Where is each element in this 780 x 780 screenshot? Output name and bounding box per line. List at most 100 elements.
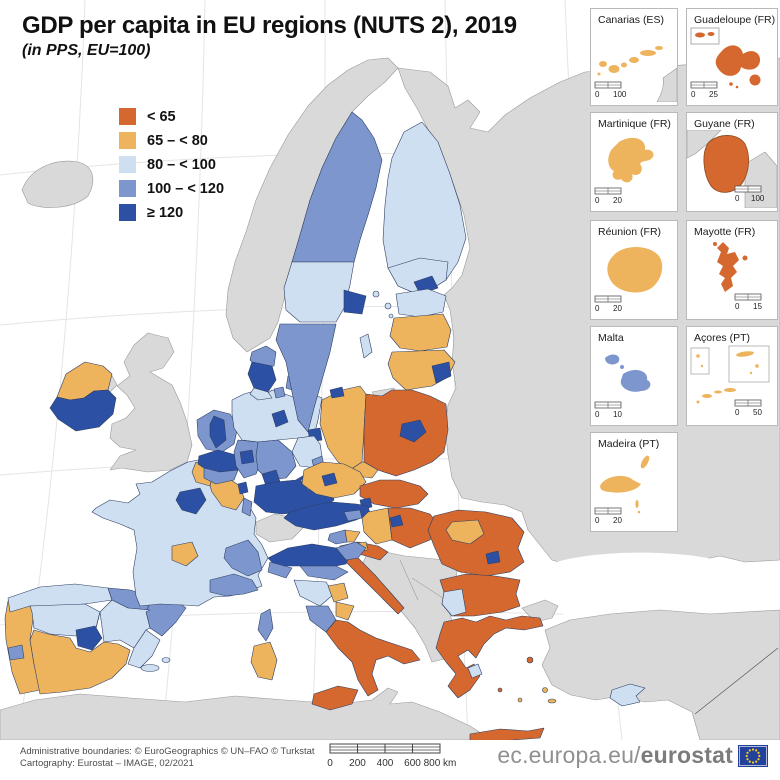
reunion-map: 0 20 bbox=[594, 247, 663, 313]
legend-label: < 65 bbox=[147, 108, 176, 125]
svg-text:20: 20 bbox=[613, 304, 622, 313]
turkey-anatolia bbox=[541, 609, 780, 740]
great-britain bbox=[109, 332, 193, 473]
sweden-regions bbox=[275, 111, 383, 433]
guadeloupe-map: 0 25 bbox=[690, 27, 761, 99]
legend-label: 80 – < 100 bbox=[147, 156, 216, 173]
inset-guadeloupe: Guadeloupe (FR) 0 25 bbox=[686, 8, 778, 106]
svg-text:15: 15 bbox=[753, 302, 762, 311]
acores-map: 0 50 bbox=[690, 345, 770, 417]
portugal-regions bbox=[4, 595, 41, 695]
black-sea bbox=[543, 552, 746, 628]
legend-item: 100 – < 120 bbox=[119, 180, 224, 197]
austria-regions bbox=[283, 501, 371, 531]
footer-credits: Administrative boundaries: © EuroGeograp… bbox=[20, 746, 315, 770]
legend-swatch-65-80 bbox=[119, 132, 136, 149]
legend-label: ≥ 120 bbox=[147, 204, 184, 221]
slovenia-regions bbox=[327, 529, 361, 545]
legend-item: 80 – < 100 bbox=[119, 156, 224, 173]
footer-boundaries-credit: Administrative boundaries: © EuroGeograp… bbox=[20, 746, 315, 757]
north-africa bbox=[0, 687, 493, 740]
inset-title: Mayotte (FR) bbox=[694, 226, 756, 238]
svg-text:0: 0 bbox=[691, 90, 696, 99]
eurostat-brand: ec.europa.eu/eurostat bbox=[497, 742, 768, 769]
svg-text:600: 600 bbox=[404, 758, 421, 769]
mayotte-map: 0 15 bbox=[713, 242, 762, 311]
svg-text:10: 10 bbox=[613, 410, 622, 419]
svg-text:0: 0 bbox=[735, 408, 740, 417]
legend-item: ≥ 120 bbox=[119, 204, 224, 221]
inset-title: Canarias (ES) bbox=[598, 14, 664, 26]
svg-text:0: 0 bbox=[735, 194, 740, 203]
inset-title: Martinique (FR) bbox=[598, 118, 671, 130]
italy-regions bbox=[250, 541, 421, 711]
svg-text:50: 50 bbox=[753, 408, 762, 417]
svg-text:800 km: 800 km bbox=[424, 758, 457, 769]
iceland bbox=[21, 160, 94, 208]
svg-text:25: 25 bbox=[709, 90, 718, 99]
legend-swatch-lt65 bbox=[119, 108, 136, 125]
inset-title: Madeira (PT) bbox=[598, 438, 660, 450]
cyprus bbox=[609, 683, 646, 707]
inset-madeira: Madeira (PT) 0 20 bbox=[590, 432, 678, 532]
inset-mayotte: Mayotte (FR) 0 15 bbox=[686, 220, 778, 320]
svg-text:0: 0 bbox=[595, 516, 600, 525]
svg-text:0: 0 bbox=[595, 304, 600, 313]
eu-regions bbox=[4, 111, 646, 740]
france-regions bbox=[91, 459, 274, 642]
inset-reunion: Réunion (FR) 0 20 bbox=[590, 220, 678, 320]
malta-map: 0 10 bbox=[594, 354, 651, 419]
legend-swatch-100-120 bbox=[119, 180, 136, 197]
legend-swatch-gte120 bbox=[119, 204, 136, 221]
svg-text:100: 100 bbox=[613, 90, 627, 99]
inset-title: Guyane (FR) bbox=[694, 118, 755, 130]
brand-url: ec.europa.eu/eurostat bbox=[497, 742, 733, 768]
legend-swatch-80-100 bbox=[119, 156, 136, 173]
svg-text:0: 0 bbox=[735, 302, 740, 311]
madeira-map: 0 20 bbox=[594, 455, 650, 525]
legend-item: 65 – < 80 bbox=[119, 132, 224, 149]
czechia-regions bbox=[301, 461, 367, 499]
inset-title: Malta bbox=[598, 332, 624, 344]
benelux-regions bbox=[196, 409, 249, 495]
svg-text:0: 0 bbox=[595, 196, 600, 205]
inset-acores: Açores (PT) 0 50 bbox=[686, 326, 778, 426]
canarias-map: 0 100 bbox=[594, 46, 677, 102]
legend-label: 65 – < 80 bbox=[147, 132, 208, 149]
inset-malta: Malta 0 10 bbox=[590, 326, 678, 426]
inset-title: Réunion (FR) bbox=[598, 226, 662, 238]
inset-canarias: Canarias (ES) 0 100 bbox=[590, 8, 678, 106]
page-subtitle: (in PPS, EU=100) bbox=[22, 42, 151, 59]
inset-title: Açores (PT) bbox=[694, 332, 751, 344]
map-scalebar: 0 200 400 600 800 km bbox=[327, 743, 457, 769]
legend: < 65 65 – < 80 80 – < 100 100 – < 120 ≥ … bbox=[119, 108, 224, 228]
hungary-regions bbox=[361, 507, 439, 549]
bulgaria-regions bbox=[439, 573, 521, 617]
baltic-states-regions bbox=[384, 288, 456, 391]
martinique-map: 0 20 bbox=[594, 137, 654, 205]
title-block: GDP per capita in EU regions (NUTS 2), 2… bbox=[22, 12, 517, 60]
svg-text:200: 200 bbox=[349, 758, 366, 769]
balkan-internal-border-2 bbox=[399, 559, 419, 601]
inset-martinique: Martinique (FR) 0 20 bbox=[590, 112, 678, 212]
balkan-internal-border bbox=[411, 577, 447, 601]
non-eu-countries bbox=[0, 57, 780, 740]
inset-guyane: Guyane (FR) 0 100 bbox=[686, 112, 778, 212]
legend-item: < 65 bbox=[119, 108, 224, 125]
svg-text:20: 20 bbox=[613, 196, 622, 205]
legend-label: 100 – < 120 bbox=[147, 180, 225, 197]
svg-text:0: 0 bbox=[327, 758, 333, 769]
greece-regions bbox=[435, 615, 557, 740]
footer-cartography-credit: Cartography: Eurostat – IMAGE, 02/2021 bbox=[20, 758, 194, 769]
romania-regions bbox=[427, 509, 525, 577]
page-title: GDP per capita in EU regions (NUTS 2), 2… bbox=[22, 12, 517, 39]
svg-text:20: 20 bbox=[613, 516, 622, 525]
guyane-map: 0 100 bbox=[687, 130, 777, 208]
turkey-syria-border bbox=[694, 647, 779, 715]
svg-text:100: 100 bbox=[751, 194, 765, 203]
svg-text:0: 0 bbox=[595, 90, 600, 99]
svg-text:0: 0 bbox=[595, 410, 600, 419]
inset-title: Guadeloupe (FR) bbox=[694, 14, 776, 26]
ireland-regions bbox=[49, 361, 117, 432]
